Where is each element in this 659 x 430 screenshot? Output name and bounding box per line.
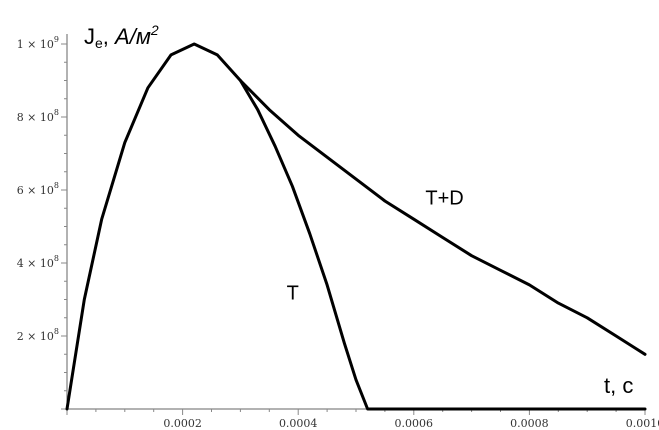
y-tick-label: 8 × 108 (17, 108, 59, 124)
x-tick-label: 0.0010 (626, 417, 659, 430)
y-tick-mantissa: 8 × 10 (17, 111, 54, 124)
y-tick-mantissa: 2 × 10 (17, 330, 54, 343)
y-tick-label: 4 × 108 (17, 254, 59, 270)
x-axis-label: t, с (604, 373, 633, 398)
y-tick-exponent: 8 (54, 327, 59, 336)
y-tick-mantissa: 4 × 10 (17, 257, 54, 270)
x-tick-label: 0.0002 (163, 417, 202, 430)
y-tick-label: 6 × 108 (17, 181, 59, 197)
y-tick-label: 1 × 109 (17, 35, 59, 51)
curve-label: T (287, 283, 299, 305)
y-tick-label: 2 × 108 (17, 327, 59, 343)
series-line-t-d (65, 42, 647, 411)
y-tick-exponent: 8 (54, 181, 59, 190)
y-tick-exponent: 8 (54, 108, 59, 117)
y-axis-label-main: J (84, 24, 95, 49)
annotations: T+D T (287, 188, 464, 305)
series-line-t (238, 79, 647, 411)
y-axis-label-rest: , (103, 24, 115, 49)
curve-label: T+D (425, 188, 463, 210)
y-axis-label-sub: e (95, 35, 103, 51)
x-tick-label: 0.0008 (510, 417, 549, 430)
axes (66, 34, 645, 410)
y-axis-label-sup: 2 (150, 22, 159, 38)
y-tick-exponent: 8 (54, 254, 59, 263)
y-tick-exponent: 9 (54, 35, 59, 44)
series-group (65, 42, 647, 411)
x-tick-label: 0.0006 (395, 417, 434, 430)
y-axis-label: Je, А/м2 (84, 22, 159, 51)
x-tick-label: 0.0004 (279, 417, 318, 430)
y-tick-mantissa: 1 × 10 (17, 38, 54, 51)
y-axis-label-unit: А/м (113, 24, 151, 49)
y-tick-mantissa: 6 × 10 (17, 184, 54, 197)
